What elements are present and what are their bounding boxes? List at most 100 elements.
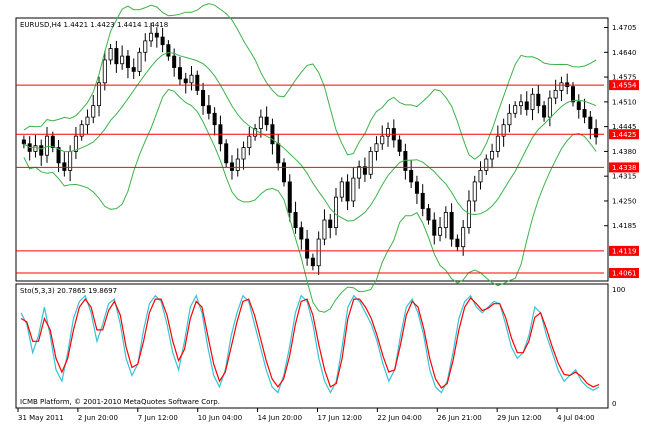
stochastic-min-label: 0 — [612, 400, 616, 408]
candle-bullish — [334, 196, 339, 229]
candle-bullish — [438, 227, 443, 236]
level-price-tag-text: 1.4119 — [612, 247, 637, 255]
candle-bearish — [206, 105, 211, 114]
candle-bullish — [484, 158, 489, 171]
candle-bullish — [189, 74, 194, 84]
candle-bearish — [276, 143, 281, 164]
candle-bullish — [443, 211, 448, 229]
candle-bullish — [490, 151, 495, 160]
band-middle — [23, 52, 597, 222]
band-lower — [23, 88, 597, 313]
candle-bearish — [154, 32, 159, 38]
price-tick-label: 1.4640 — [612, 49, 637, 57]
time-tick-label: 14 Jun 20:00 — [258, 414, 302, 422]
candle-bearish — [229, 162, 234, 171]
candle-bullish — [85, 116, 90, 126]
candle-bullish — [120, 55, 125, 65]
candle-bearish — [310, 257, 315, 267]
candle-bearish — [201, 90, 206, 107]
candle-bullish — [33, 145, 38, 152]
time-axis: 31 May 2011 2 Jun 20:00 7 Jun 12:00 10 Jun … — [17, 408, 595, 422]
price-tick-label: 1.4315 — [612, 173, 637, 181]
candle-bearish — [594, 128, 599, 138]
candle-bullish — [386, 128, 391, 137]
candle-bearish — [362, 166, 367, 175]
candle-bullish — [247, 135, 252, 148]
time-tick-label: 31 May 2011 — [18, 414, 64, 422]
candle-bullish — [513, 105, 518, 114]
level-tags: 1.4554 1.4425 1.4338 1.4119 1.4061 — [609, 80, 639, 278]
candle-bearish — [293, 211, 298, 229]
time-tick-label: 17 Jun 12:00 — [317, 414, 361, 422]
candle-bearish — [449, 211, 454, 240]
candle-bullish — [91, 105, 96, 118]
candle-bearish — [125, 55, 130, 68]
candle-bullish — [380, 135, 385, 145]
candle-bearish — [570, 86, 575, 103]
candle-bullish — [97, 82, 102, 107]
stochastic-plot-area — [20, 294, 600, 394]
candle-bullish — [357, 166, 362, 179]
price-tick-label: 1.4380 — [612, 148, 637, 156]
candle-bullish — [507, 112, 512, 126]
candle-bullish — [559, 82, 564, 91]
price-tick-label: 1.4445 — [612, 123, 637, 131]
candle-bullish — [102, 59, 107, 84]
symbol-header: EURUSD,H4 1.4421 1.4423 1.4414 1.4418 — [20, 21, 168, 29]
candle-bearish — [345, 181, 350, 202]
candle-bearish — [172, 55, 177, 68]
candle-bearish — [582, 109, 587, 118]
candle-bullish — [339, 181, 344, 198]
candle-bearish — [195, 74, 200, 91]
candle-bearish — [397, 139, 402, 152]
candle-bearish — [224, 143, 229, 164]
candle-bullish — [253, 128, 258, 137]
time-tick-label: 4 Jul 04:00 — [557, 414, 595, 422]
candle-bullish — [547, 97, 552, 118]
stochastic-signal-line — [20, 297, 600, 389]
price-plot-area — [16, 3, 604, 313]
level-price-tag — [609, 80, 639, 91]
candle-bearish — [183, 78, 188, 84]
candle-bearish — [426, 208, 431, 221]
candle-bearish — [50, 135, 55, 148]
candle-bearish — [264, 116, 269, 126]
candle-bullish — [235, 158, 240, 171]
candle-bullish — [368, 151, 373, 175]
candle-bullish — [495, 135, 500, 152]
candle-bearish — [131, 67, 136, 72]
stochastic-max-label: 100 — [612, 286, 625, 294]
candle-bullish — [374, 143, 379, 152]
candle-bearish — [212, 112, 217, 126]
price-axis: 1.4705 1.4640 1.4575 1.4510 1.4445 1.4380 1.43… — [604, 24, 637, 230]
candle-bullish — [241, 147, 246, 160]
candle-bearish — [39, 145, 44, 156]
candle-bearish — [21, 139, 26, 145]
candle-bearish — [177, 67, 182, 80]
price-tick-label: 1.4705 — [612, 24, 637, 32]
candle-bearish — [328, 219, 333, 229]
candle-bullish — [472, 181, 477, 202]
time-tick-label: 2 Jun 20:00 — [78, 414, 118, 422]
level-price-tag — [609, 245, 639, 256]
band-upper — [23, 3, 597, 160]
candle-bullish — [149, 32, 154, 42]
time-tick-label: 7 Jun 12:00 — [138, 414, 178, 422]
level-price-tag-text: 1.4061 — [612, 269, 637, 277]
stochastic-panel[interactable] — [15, 283, 609, 409]
candle-bearish — [432, 219, 437, 236]
candle-bearish — [56, 147, 61, 164]
candle-bullish — [45, 135, 50, 156]
candle-bullish — [137, 51, 142, 72]
price-tick-label: 1.4575 — [612, 74, 637, 82]
level-price-tag-text: 1.4554 — [612, 82, 637, 90]
candle-bearish — [524, 101, 529, 110]
candle-bullish — [478, 170, 483, 183]
candle-bullish — [143, 40, 148, 53]
candle-bullish — [518, 101, 523, 107]
candle-bearish — [281, 162, 286, 183]
candle-bearish — [542, 105, 547, 118]
candle-bullish — [351, 177, 356, 202]
